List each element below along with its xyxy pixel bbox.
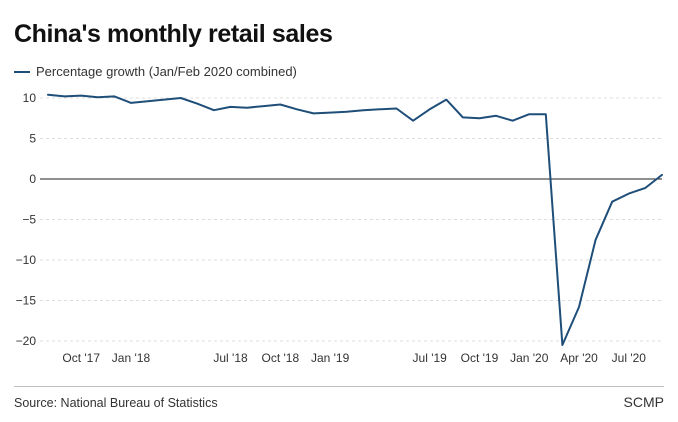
y-tick-label: −20 [16, 334, 37, 348]
data-point [429, 108, 431, 110]
data-point [495, 115, 497, 117]
y-tick-label: 5 [29, 132, 36, 146]
data-point [113, 95, 115, 97]
data-point [611, 201, 613, 203]
data-point [146, 100, 148, 102]
legend: Percentage growth (Jan/Feb 2020 combined… [14, 64, 297, 79]
footer-divider [14, 386, 664, 387]
data-point [661, 174, 663, 176]
chart-title: China's monthly retail sales [14, 20, 333, 48]
data-point [63, 95, 65, 97]
source-note: Source: National Bureau of Statistics [14, 396, 218, 410]
data-point [229, 106, 231, 108]
data-point [545, 113, 547, 115]
data-point [312, 112, 314, 114]
data-point [80, 94, 82, 96]
y-tick-label: −5 [22, 213, 36, 227]
x-tick-label: Oct '18 [262, 351, 300, 365]
x-tick-label: Oct '19 [461, 351, 499, 365]
data-point [130, 102, 132, 104]
data-point [395, 107, 397, 109]
data-point [47, 94, 49, 96]
data-point [213, 109, 215, 111]
brand-logo-text: SCMP [623, 394, 664, 410]
data-point [644, 187, 646, 189]
y-tick-label: 10 [23, 91, 37, 105]
data-point [528, 113, 530, 115]
data-point [445, 98, 447, 100]
y-tick-label: −15 [16, 294, 37, 308]
series-line-retail-growth [47, 93, 663, 346]
data-point [594, 239, 596, 241]
x-tick-label: Jan '19 [311, 351, 350, 365]
x-tick-label: Oct '17 [62, 351, 100, 365]
x-tick-label: Jan '18 [112, 351, 151, 365]
data-point [462, 116, 464, 118]
x-tick-label: Jul '19 [413, 351, 448, 365]
data-point [163, 98, 165, 100]
data-point [561, 344, 563, 346]
data-point [346, 111, 348, 113]
data-point [263, 105, 265, 107]
x-tick-label: Jul '18 [213, 351, 248, 365]
data-point [196, 103, 198, 105]
data-point [412, 120, 414, 122]
data-point [97, 96, 99, 98]
data-point [511, 120, 513, 122]
legend-line-swatch [14, 70, 30, 73]
x-tick-label: Apr '20 [560, 351, 598, 365]
x-tick-label: Jul '20 [612, 351, 647, 365]
data-point [246, 107, 248, 109]
data-point [329, 111, 331, 113]
y-tick-label: 0 [29, 172, 36, 186]
legend-label: Percentage growth (Jan/Feb 2020 combined… [36, 64, 297, 79]
data-point [362, 109, 364, 111]
data-point [478, 117, 480, 119]
data-point [296, 108, 298, 110]
data-point [578, 306, 580, 308]
data-point [279, 103, 281, 105]
data-point [628, 192, 630, 194]
y-tick-label: −10 [16, 253, 37, 267]
data-point [180, 97, 182, 99]
data-point [379, 108, 381, 110]
x-tick-label: Jan '20 [510, 351, 549, 365]
